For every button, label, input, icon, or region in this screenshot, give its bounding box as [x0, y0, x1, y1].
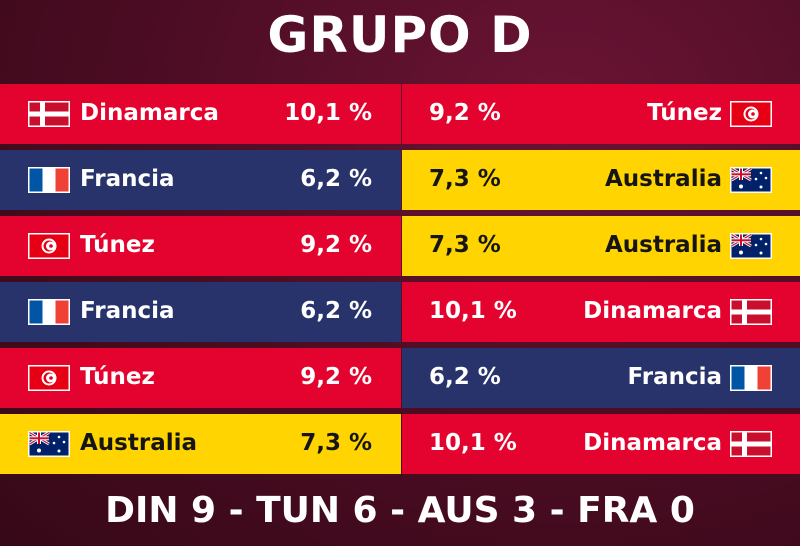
flag [28, 431, 70, 457]
team-name: Túnez [80, 232, 155, 258]
match-row: Túnez 9,2 % 7,3 % Australia [0, 216, 800, 276]
percentage: 10,1 % [429, 298, 517, 324]
flag [730, 299, 772, 325]
percentage: 7,3 % [429, 232, 501, 258]
team-cell: Francia 6,2 % [0, 282, 401, 342]
team-name: Francia [80, 298, 175, 324]
team-name: Túnez [647, 100, 722, 126]
team-cell: Túnez 9,2 % [0, 216, 401, 276]
match-row: Francia 6,2 % 7,3 % Australia [0, 150, 800, 210]
flag [28, 233, 70, 259]
percentage: 7,3 % [429, 166, 501, 192]
title: GRUPO D [267, 6, 533, 64]
team-cell: 7,3 % Australia [402, 216, 800, 276]
percentage: 7,3 % [300, 430, 372, 456]
standings: DIN 9 - TUN 6 - AUS 3 - FRA 0 [105, 490, 695, 531]
team-cell: Australia 7,3 % [0, 414, 401, 474]
percentage: 9,2 % [300, 364, 372, 390]
flag [730, 101, 772, 127]
team-name: Dinamarca [583, 430, 722, 456]
team-cell: 10,1 % Dinamarca [402, 282, 800, 342]
flag [28, 167, 70, 193]
percentage: 9,2 % [429, 100, 501, 126]
team-name: Túnez [80, 364, 155, 390]
match-row: Túnez 9,2 % 6,2 % Francia [0, 348, 800, 408]
team-name: Australia [80, 430, 198, 456]
team-cell: 9,2 % Túnez [402, 84, 800, 144]
team-cell: 10,1 % Dinamarca [402, 414, 800, 474]
percentage: 9,2 % [300, 232, 372, 258]
match-row: Australia 7,3 % 10,1 % Dinamarca [0, 414, 800, 474]
team-cell: 6,2 % Francia [402, 348, 800, 408]
team-name: Australia [604, 166, 722, 192]
match-row: Francia 6,2 % 10,1 % Dinamarca [0, 282, 800, 342]
team-name: Francia [80, 166, 175, 192]
team-cell: 7,3 % Australia [402, 150, 800, 210]
flag [28, 365, 70, 391]
flag [28, 101, 70, 127]
flag [730, 431, 772, 457]
percentage: 6,2 % [300, 298, 372, 324]
flag [730, 167, 772, 193]
flag [730, 233, 772, 259]
team-cell: Túnez 9,2 % [0, 348, 401, 408]
team-cell: Francia 6,2 % [0, 150, 401, 210]
percentage: 10,1 % [284, 100, 372, 126]
percentage: 6,2 % [429, 364, 501, 390]
team-name: Dinamarca [583, 298, 722, 324]
flag [28, 299, 70, 325]
percentage: 10,1 % [429, 430, 517, 456]
percentage: 6,2 % [300, 166, 372, 192]
team-name: Francia [627, 364, 722, 390]
team-cell: Dinamarca 10,1 % [0, 84, 401, 144]
match-row: Dinamarca 10,1 % 9,2 % Túnez [0, 84, 800, 144]
team-name: Dinamarca [80, 100, 219, 126]
team-name: Australia [604, 232, 722, 258]
flag [730, 365, 772, 391]
